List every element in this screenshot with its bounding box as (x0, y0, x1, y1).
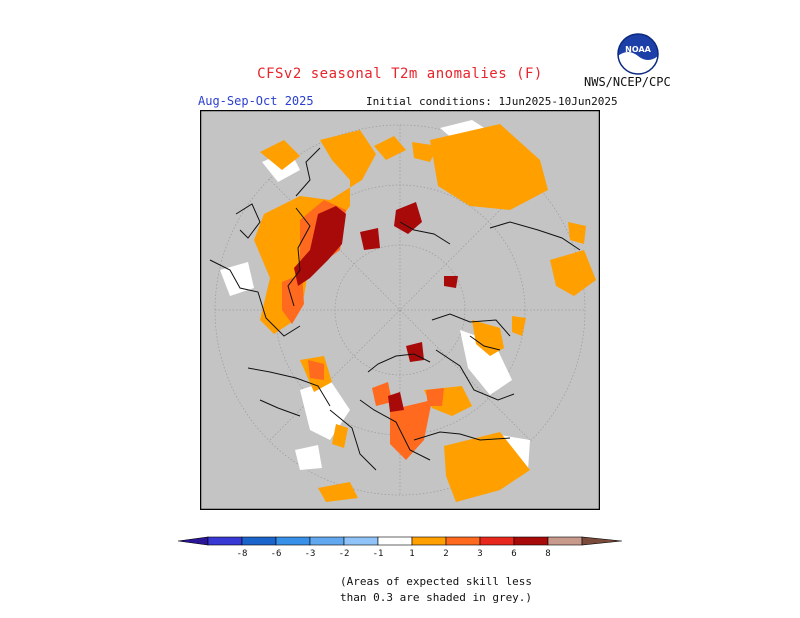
skill-note: (Areas of expected skill less than 0.3 a… (340, 574, 532, 606)
anomaly-map (200, 110, 600, 510)
coastlines (209, 147, 581, 471)
colorbar-bin (275, 536, 311, 546)
colorbar-tick-label: 2 (443, 549, 448, 559)
noaa-logo: NOAA (617, 33, 659, 76)
colorbar-tick-label: -3 (305, 549, 316, 559)
colorbar-bin (479, 536, 515, 546)
colorbar-bin (547, 536, 583, 546)
colorbar-high-arrow (581, 536, 623, 546)
colorbar-bin (445, 536, 481, 546)
initial-conditions: Initial conditions: 1Jun2025-10Jun2025 (366, 95, 618, 108)
colorbar-tick-label: 1 (409, 549, 414, 559)
colorbar-ticks: -8 -6 -3 -2 -1 1 2 3 6 8 (237, 549, 551, 559)
colorbar-tick-label: -6 (271, 549, 282, 559)
colorbar-low-arrow (177, 536, 209, 546)
map-title: CFSv2 seasonal T2m anomalies (F) (257, 66, 543, 82)
warm-anomaly-3-6F (294, 202, 458, 412)
colorbar-tick-label: -8 (237, 549, 248, 559)
colorbar-tick-label: -2 (339, 549, 350, 559)
colorbar-bin (343, 536, 379, 546)
skill-note-line-1: (Areas of expected skill less (340, 575, 533, 588)
colorbar-bin (513, 536, 549, 546)
colorbar: -8 -6 -3 -2 -1 1 2 3 6 8 (177, 536, 623, 559)
skill-note-line-2: than 0.3 are shaded in grey.) (340, 591, 533, 604)
noaa-logo-text: NOAA (625, 45, 651, 54)
colorbar-tick-label: 6 (511, 549, 516, 559)
colorbar-bin (241, 536, 277, 546)
agency-label: NWS/NCEP/CPC (584, 75, 671, 89)
colorbar-bin (411, 536, 447, 546)
colorbar-tick-label: -1 (373, 549, 384, 559)
map-border (200, 110, 600, 510)
colorbar-tick-label: 8 (545, 549, 550, 559)
colorbar-bin (377, 536, 413, 546)
colorbar-bins (207, 536, 583, 546)
colorbar-bin (207, 536, 243, 546)
colorbar-bin (309, 536, 345, 546)
forecast-period: Aug-Sep-Oct 2025 (198, 94, 314, 108)
colorbar-tick-label: 3 (477, 549, 482, 559)
